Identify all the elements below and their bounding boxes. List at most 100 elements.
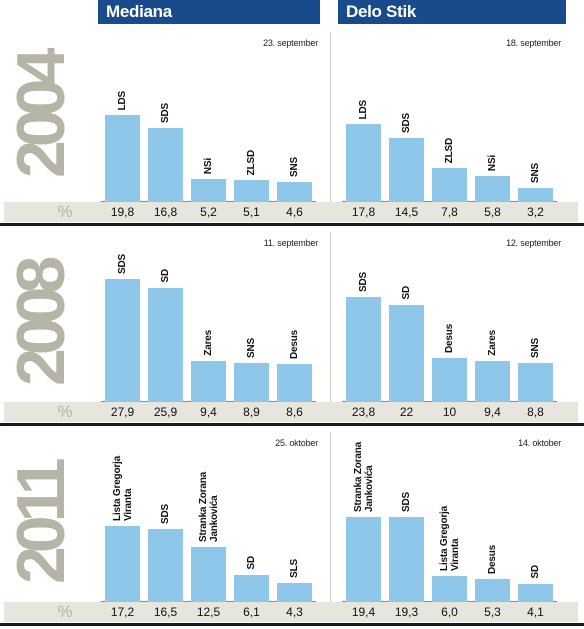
party-label: SD (246, 556, 257, 570)
value-label: 6,0 (441, 605, 458, 619)
delo-stik-header: Delo Stik (338, 0, 566, 24)
party-label: Lista Gregorja Viranta (112, 456, 134, 521)
party-label: Zares (203, 330, 214, 356)
value-label: 8,8 (527, 405, 544, 419)
party-label: Desus (487, 545, 498, 575)
party-label: NSi (203, 158, 214, 175)
column-separator (330, 32, 331, 202)
party-label: Lista Gregorja Viranta (439, 506, 461, 571)
bar-sns (277, 182, 312, 202)
column-separator (330, 232, 331, 402)
bar-nsi (475, 176, 510, 202)
bar-lista-gregorja-viranta (105, 526, 140, 602)
value-label: 19,3 (394, 605, 419, 619)
value-label: 8,9 (243, 405, 260, 419)
bar-sns (518, 188, 553, 202)
value-strip (4, 202, 578, 222)
party-label: Desus (289, 330, 300, 360)
bar-sds (105, 279, 140, 402)
value-label: 5,2 (200, 205, 217, 219)
value-label: 5,8 (484, 205, 501, 219)
value-label: 25,9 (153, 405, 178, 419)
poll-date: 12. september (506, 238, 561, 248)
party-label: Zares (487, 330, 498, 356)
value-label: 7,8 (441, 205, 458, 219)
party-label: Stranka Zorana Jankovića (198, 472, 220, 543)
bar-sd (389, 305, 424, 402)
value-label: 6,1 (243, 605, 260, 619)
party-label: SLS (289, 559, 300, 578)
party-label: SD (160, 269, 171, 283)
bar-sds (389, 138, 424, 202)
bar-desus (277, 364, 312, 402)
percent-symbol: % (57, 202, 73, 221)
mediana-header: Mediana (98, 0, 320, 24)
bar-sd (518, 584, 553, 602)
party-label: SD (401, 286, 412, 300)
section-divider (0, 223, 584, 226)
bar-stranka-zorana-jankovi-a (346, 517, 381, 602)
bar-sds (148, 529, 183, 602)
value-label: 12,5 (196, 605, 221, 619)
party-label: SDS (401, 492, 412, 512)
bar-sns (234, 363, 269, 402)
bar-desus (432, 358, 467, 402)
party-label: ZLSD (246, 150, 257, 176)
party-label: SD (530, 565, 541, 579)
value-label: 10 (442, 405, 457, 419)
year-label: 2008 (3, 262, 79, 386)
bar-lds (346, 124, 381, 202)
party-label: SDS (160, 103, 171, 123)
value-label: 16,8 (153, 205, 178, 219)
value-label: 9,4 (200, 405, 217, 419)
value-label: 3,2 (527, 205, 544, 219)
value-label: 5,3 (484, 605, 501, 619)
section-divider (0, 623, 584, 626)
value-label: 17,8 (351, 205, 376, 219)
poll-date: 25. oktober (275, 438, 318, 448)
bar-zlsd (432, 168, 467, 202)
value-label: 19,4 (351, 605, 376, 619)
value-label: 14,5 (394, 205, 419, 219)
value-label: 8,6 (286, 405, 303, 419)
value-label: 22 (399, 405, 414, 419)
year-label: 2011 (3, 464, 79, 584)
poll-date: 14. oktober (518, 438, 561, 448)
value-label: 4,3 (286, 605, 303, 619)
party-label: SDS (401, 113, 412, 133)
bar-sds (148, 128, 183, 202)
percent-symbol: % (57, 402, 73, 421)
bar-sd (234, 575, 269, 602)
value-strip (4, 602, 578, 622)
party-label: SNS (530, 163, 541, 183)
value-strip (4, 402, 578, 422)
party-label: LDS (358, 100, 369, 120)
party-label: SDS (160, 504, 171, 524)
poll-date: 18. september (506, 38, 561, 48)
value-label: 19,8 (110, 205, 135, 219)
party-label: ZLSD (444, 138, 455, 164)
bar-sds (389, 517, 424, 602)
bar-sls (277, 583, 312, 602)
bar-lista-gregorja-viranta (432, 576, 467, 602)
column-separator (330, 432, 331, 602)
section-divider (0, 423, 584, 426)
party-label: NSi (487, 155, 498, 172)
bar-zares (475, 361, 510, 402)
party-label: SDS (358, 272, 369, 292)
bar-zares (191, 361, 226, 402)
value-label: 27,9 (110, 405, 135, 419)
bar-desus (475, 579, 510, 602)
poll-date: 11. september (263, 238, 318, 248)
bar-lds (105, 115, 140, 202)
party-label: Desus (444, 324, 455, 354)
poll-date: 23. september (263, 38, 318, 48)
bar-stranka-zorana-jankovi-a (191, 547, 226, 602)
value-label: 16,5 (153, 605, 178, 619)
bar-nsi (191, 179, 226, 202)
party-label: Stranka Zorana Jankovića (353, 442, 375, 513)
bar-sns (518, 363, 553, 402)
value-label: 4,1 (527, 605, 544, 619)
value-label: 5,1 (243, 205, 260, 219)
party-label: SNS (530, 338, 541, 358)
